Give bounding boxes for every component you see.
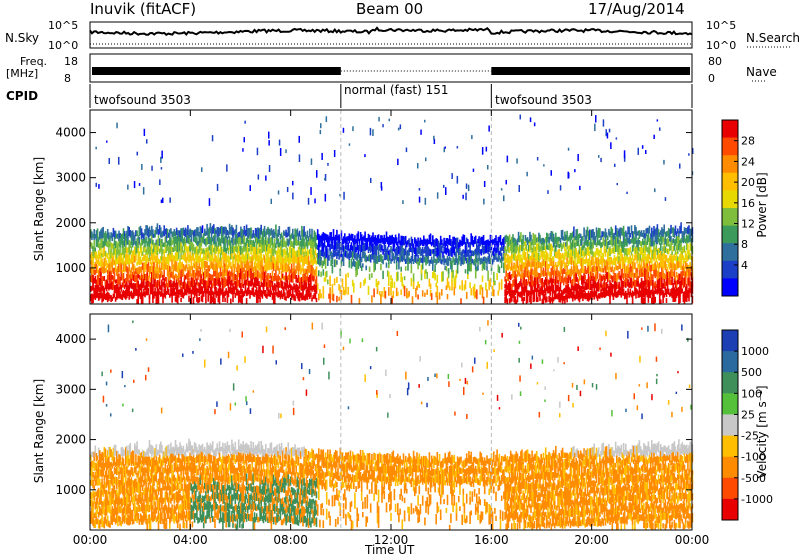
beam-title: Beam 00 [356, 0, 424, 18]
velocity-colorbar-label-5: -100 [741, 451, 766, 464]
velocity-ytick-label-3: 4000 [55, 332, 86, 346]
velocity-colorbar-label-1: 500 [741, 366, 762, 379]
freq-unit-label: [MHz] [6, 67, 39, 80]
power-colorbar-swatch-7 [722, 243, 738, 262]
velocity-colorbar-swatch-8 [722, 498, 738, 521]
power-ylabel: Slant Range [km] [32, 156, 46, 262]
velocity-colorbar-swatch-6 [722, 456, 738, 479]
xtick-label-3: 12:00 [374, 533, 409, 547]
velocity-ylabel: Slant Range [km] [32, 378, 46, 484]
x-axis-label: Time UT [365, 543, 415, 554]
freq-strip-frame [89, 53, 693, 83]
velocity-ytick-label-1: 2000 [55, 433, 86, 447]
velocity-colorbar-swatch-4 [722, 414, 738, 436]
power-ytick-label-0: 1000 [55, 261, 86, 275]
date-title: 17/Aug/2014 [588, 0, 685, 18]
velocity-ytick-label-0: 1000 [55, 483, 86, 497]
xtick-label-0: 00:00 [73, 533, 108, 547]
nsky-tick-bottom: 10^0 [48, 39, 79, 52]
power-colorbar-label: Power [dB] [755, 172, 769, 238]
freq-tick-top: 18 [64, 55, 78, 68]
station-title: Inuvik (fitACF) [90, 0, 197, 18]
power-colorbar-label-1: 24 [741, 155, 755, 168]
power-colorbar-label-0: 28 [741, 135, 755, 148]
power-colorbar-swatch-2 [722, 155, 738, 174]
power-colorbar-label-3: 16 [741, 197, 755, 210]
nsky-tick-top: 10^5 [48, 19, 79, 32]
nave-label: Nave [746, 65, 777, 79]
power-colorbar-frame [721, 119, 739, 297]
nave-tick-bottom: 0 [708, 72, 715, 85]
power-colorbar-label-2: 20 [741, 176, 755, 189]
power-colorbar-swatch-8 [722, 260, 738, 279]
velocity-colorbar-swatch-3 [722, 393, 738, 415]
cpid-label: CPID [6, 89, 39, 103]
xtick-label-6: 00:00 [675, 533, 710, 547]
nsky-trace [89, 26, 693, 37]
velocity-ytick-label-2: 3000 [55, 382, 86, 396]
velocity-colorbar-label: Velocity [m s⁻¹] [755, 385, 769, 479]
velocity-colorbar-label-3: 25 [741, 408, 755, 421]
velocity-colorbar-label-0: 1000 [741, 345, 769, 358]
power-ytick-label-1: 2000 [55, 216, 86, 230]
nsearch-tick-bottom: 10^0 [706, 39, 737, 52]
power-ytick-label-2: 3000 [55, 171, 86, 185]
velocity-colorbar-frame [721, 329, 739, 521]
freq-tick-bottom: 8 [64, 72, 71, 85]
power-colorbar-label-5: 8 [741, 238, 748, 251]
power-colorbar-label-6: 4 [741, 259, 748, 272]
freq-band-3 [491, 67, 690, 75]
power-colorbar-swatch-5 [722, 208, 738, 227]
power-colorbar-swatch-4 [722, 190, 738, 209]
xtick-label-1: 04:00 [173, 533, 208, 547]
nsearch-tick-top: 10^5 [706, 19, 737, 32]
nsky-strip-frame [89, 21, 693, 49]
velocity-scatter [90, 320, 694, 530]
power-colorbar-swatch-3 [722, 172, 738, 191]
nsky-label: N.Sky [5, 31, 40, 45]
power-colorbar-swatch-1 [722, 137, 738, 156]
velocity-colorbar-swatch-5 [722, 435, 738, 458]
nave-tick-top: 80 [708, 55, 722, 68]
velocity-colorbar-label-6: -500 [741, 472, 766, 485]
velocity-colorbar-swatch-1 [722, 351, 738, 373]
nsearch-label: N.Search [746, 31, 800, 45]
cpid-segment-1: twofsound 3503 [94, 93, 191, 107]
velocity-colorbar-swatch-7 [722, 477, 738, 500]
power-scatter [90, 114, 694, 304]
freq-band-1 [92, 67, 341, 75]
power-ytick-label-3: 4000 [55, 126, 86, 140]
velocity-colorbar-swatch-2 [722, 372, 738, 394]
power-colorbar-swatch-0 [722, 120, 738, 139]
xtick-label-4: 16:00 [474, 533, 509, 547]
velocity-colorbar-label-7: -1000 [741, 493, 773, 506]
cpid-segment-3: twofsound 3503 [495, 93, 592, 107]
freq-label: Freq. [20, 55, 48, 68]
power-colorbar-label-4: 12 [741, 218, 755, 231]
velocity-colorbar-label-4: -25 [741, 430, 759, 443]
power-colorbar-swatch-6 [722, 225, 738, 244]
power-colorbar-swatch-9 [722, 278, 738, 297]
velocity-colorbar-label-2: 100 [741, 387, 762, 400]
velocity-colorbar-swatch-0 [722, 330, 738, 352]
cpid-segment-2: normal (fast) 151 [344, 83, 449, 97]
xtick-label-5: 20:00 [574, 533, 609, 547]
xtick-label-2: 08:00 [273, 533, 308, 547]
